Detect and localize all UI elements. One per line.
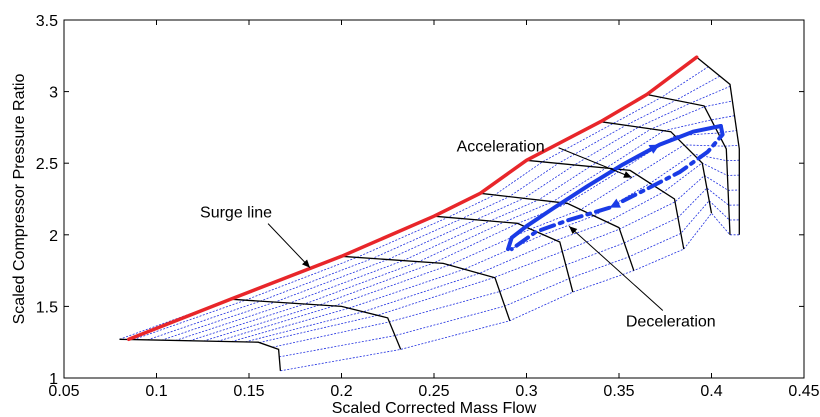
x-tick-label: 0.15 (233, 383, 264, 400)
annotation-arrowhead (301, 259, 311, 268)
annotation-label: Acceleration (457, 139, 545, 156)
speed-line (119, 338, 282, 371)
x-tick-label: 0.25 (418, 383, 449, 400)
annotations: Surge line Acceleration Deceleration (200, 139, 716, 331)
deceleration-arrowhead (609, 198, 621, 208)
deceleration-trajectory (509, 124, 725, 252)
annotation-arrow (558, 147, 633, 178)
x-tick-label: 0.05 (48, 383, 79, 400)
annotation-arrow (267, 223, 311, 269)
y-tick-label: 2.5 (36, 156, 58, 173)
speed-line (230, 298, 402, 350)
y-tick-label: 1 (49, 371, 58, 388)
x-axis-label: Scaled Corrected Mass Flow (332, 400, 537, 417)
x-tick-label: 0.2 (330, 383, 352, 400)
x-tick-label: 0.35 (603, 383, 634, 400)
acceleration-arrowhead (648, 144, 660, 154)
annotation-arrowhead (623, 171, 632, 178)
x-tick-label: 0.1 (145, 383, 167, 400)
speed-line (480, 192, 635, 271)
y-tick-label: 1.5 (36, 299, 58, 316)
plot-area (63, 19, 805, 379)
surge-line (127, 55, 699, 342)
y-axis-label: Scaled Compressor Pressure Ratio (11, 74, 28, 325)
axes: 0.05 0.1 0.15 0.2 0.25 0.3 0.35 0.4 0.45 1 1.5 2 2.5… (36, 13, 820, 400)
beta-line (231, 153, 740, 342)
annotation-arrowhead (569, 226, 578, 235)
x-tick-label: 0.4 (700, 383, 722, 400)
speed-line (696, 56, 740, 235)
annotation-label: Surge line (200, 205, 272, 222)
x-tick-label: 0.3 (515, 383, 537, 400)
y-tick-label: 3 (49, 85, 58, 102)
speed-line (341, 255, 511, 321)
speed-line (600, 121, 713, 214)
acceleration-trajectory (506, 124, 723, 252)
x-tick-label: 0.45 (788, 383, 819, 400)
annotation-label: Deceleration (626, 313, 716, 330)
speed-line (433, 215, 574, 293)
trajectory-series (127, 55, 725, 342)
y-tick-label: 3.5 (36, 13, 58, 30)
annotation-arrow (568, 225, 664, 311)
y-tick-label: 2 (49, 228, 58, 245)
